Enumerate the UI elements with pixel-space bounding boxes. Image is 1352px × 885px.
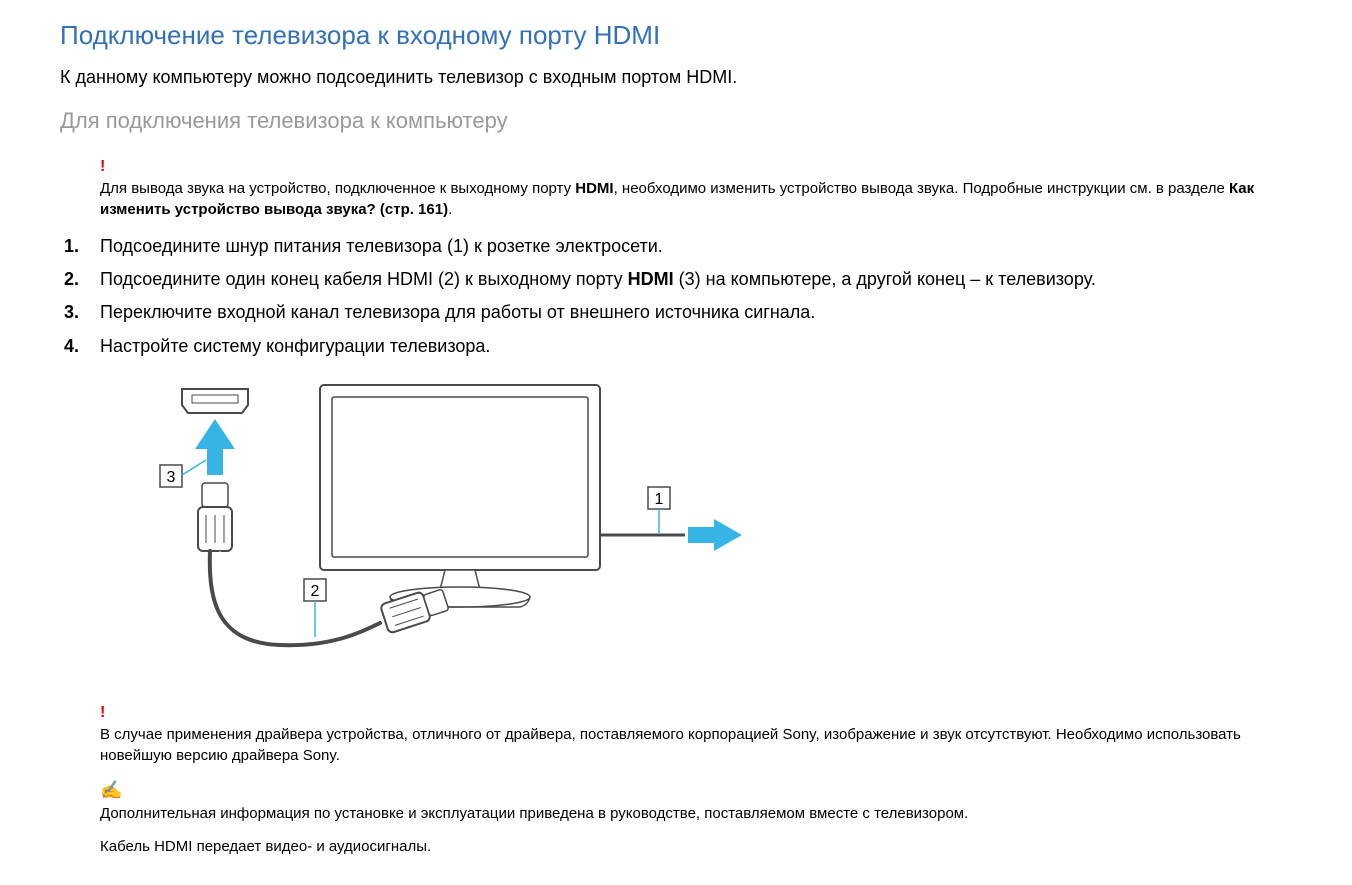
warning-block-1: ! Для вывода звука на устройство, подклю… — [100, 158, 1292, 220]
arrow-power-icon — [688, 519, 742, 551]
warning-block-2: ! В случае применения драйвера устройств… — [100, 704, 1292, 766]
warning-text-1: Для вывода звука на устройство, подключе… — [100, 180, 1254, 218]
connection-diagram: 3 2 — [120, 375, 1292, 680]
footer-note: Кабель HDMI передает видео- и аудиосигна… — [100, 838, 1292, 855]
label-2-callout: 2 — [304, 579, 326, 637]
step-2: Подсоедините один конец кабеля HDMI (2) … — [84, 267, 1292, 292]
warning-text-2: В случае применения драйвера устройства,… — [100, 726, 1241, 764]
step-4: Настройте систему конфигурации телевизор… — [84, 334, 1292, 359]
steps-list: Подсоедините шнур питания телевизора (1)… — [60, 234, 1292, 359]
tv-icon — [320, 385, 600, 607]
hdmi-plug-top-icon — [198, 483, 232, 551]
note-block: ✍ Дополнительная информация по установке… — [100, 780, 1292, 824]
warning-icon: ! — [100, 704, 1292, 722]
hdmi-port-icon — [182, 389, 248, 413]
svg-text:3: 3 — [167, 469, 176, 486]
arrow-to-port-icon — [195, 419, 235, 475]
section-subtitle: Для подключения телевизора к компьютеру — [60, 108, 1292, 134]
note-text-1: Дополнительная информация по установке и… — [100, 805, 968, 822]
step-1: Подсоедините шнур питания телевизора (1)… — [84, 234, 1292, 259]
svg-text:2: 2 — [311, 583, 320, 600]
step-3: Переключите входной канал телевизора для… — [84, 300, 1292, 325]
page-title: Подключение телевизора к входному порту … — [60, 20, 1292, 51]
warning-icon: ! — [100, 158, 1292, 176]
label-1-callout: 1 — [648, 487, 670, 533]
svg-text:1: 1 — [655, 491, 664, 508]
intro-paragraph: К данному компьютеру можно подсоединить … — [60, 67, 1292, 88]
note-icon: ✍ — [100, 780, 1292, 801]
label-3-callout: 3 — [160, 460, 206, 487]
